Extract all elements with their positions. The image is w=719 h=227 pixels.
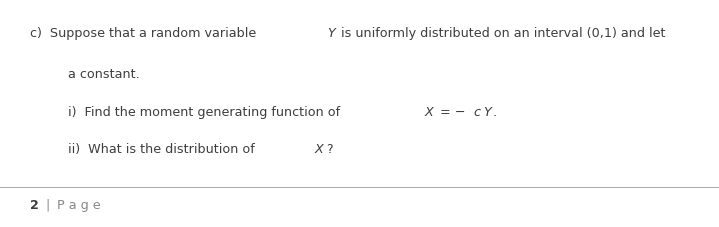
Text: i)  Find the moment generating function of: i) Find the moment generating function o… (68, 106, 344, 118)
Text: X: X (425, 106, 434, 118)
Text: Y: Y (483, 106, 490, 118)
Text: 2: 2 (30, 199, 39, 212)
Text: ?: ? (326, 143, 332, 156)
Text: a constant.: a constant. (68, 68, 140, 81)
Text: c)  Suppose that a random variable: c) Suppose that a random variable (30, 27, 260, 40)
Text: X: X (314, 143, 323, 156)
Text: P a g e: P a g e (58, 199, 101, 212)
Text: |: | (42, 199, 54, 212)
Text: is uniformly distributed on an interval (0,1) and let: is uniformly distributed on an interval … (337, 27, 670, 40)
Text: .: . (493, 106, 497, 118)
Text: c: c (474, 106, 481, 118)
Text: = −: = − (436, 106, 465, 118)
Text: Y: Y (327, 27, 335, 40)
Text: ii)  What is the distribution of: ii) What is the distribution of (68, 143, 259, 156)
